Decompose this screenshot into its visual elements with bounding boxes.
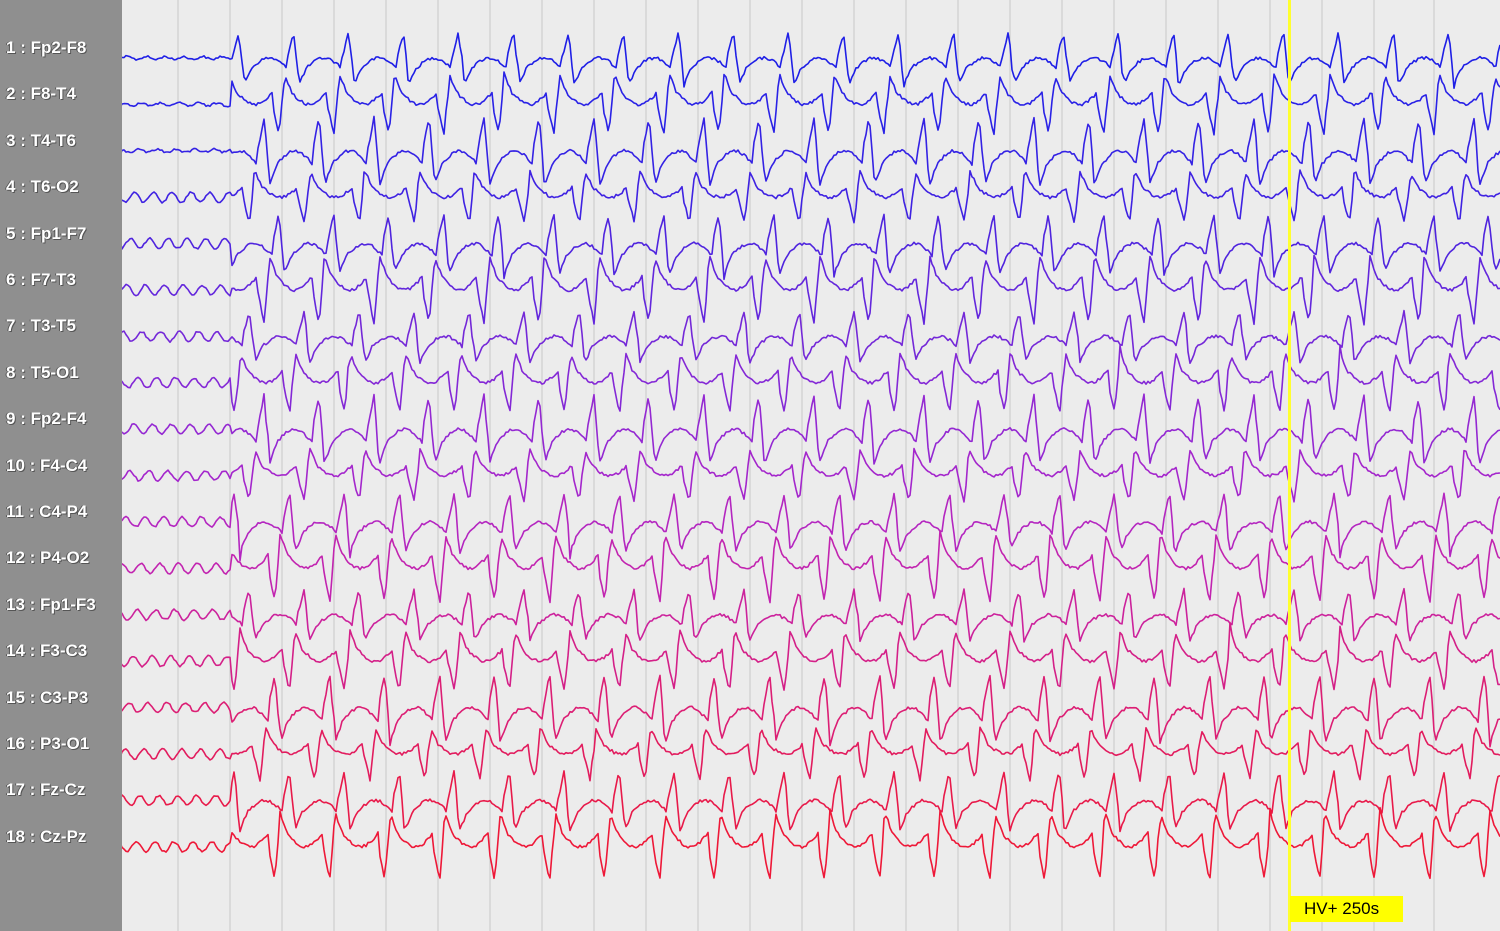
channel-trace-3 <box>0 115 1500 186</box>
channel-trace-10 <box>0 447 1500 503</box>
time-grid <box>177 0 1435 931</box>
channel-label-panel <box>0 0 122 931</box>
channel-trace-15 <box>0 674 1500 748</box>
channel-trace-5 <box>0 213 1500 281</box>
channel-trace-13 <box>0 587 1500 643</box>
channel-trace-16 <box>0 726 1500 782</box>
channel-trace-7 <box>0 309 1500 365</box>
channel-trace-18 <box>0 806 1500 880</box>
channel-trace-14 <box>0 621 1500 691</box>
channel-trace-8 <box>0 344 1500 412</box>
channel-trace-1 <box>0 32 1500 89</box>
channel-trace-6 <box>0 254 1500 326</box>
channel-trace-2 <box>0 71 1500 136</box>
eeg-traces <box>0 32 1500 880</box>
event-marker-line[interactable] <box>1288 0 1291 931</box>
event-marker-label[interactable]: HV+ 250s <box>1290 896 1403 922</box>
channel-trace-12 <box>0 529 1500 604</box>
channel-trace-17 <box>0 770 1500 833</box>
channel-trace-11 <box>0 492 1500 562</box>
channel-trace-9 <box>0 393 1500 465</box>
channel-trace-4 <box>0 169 1500 224</box>
